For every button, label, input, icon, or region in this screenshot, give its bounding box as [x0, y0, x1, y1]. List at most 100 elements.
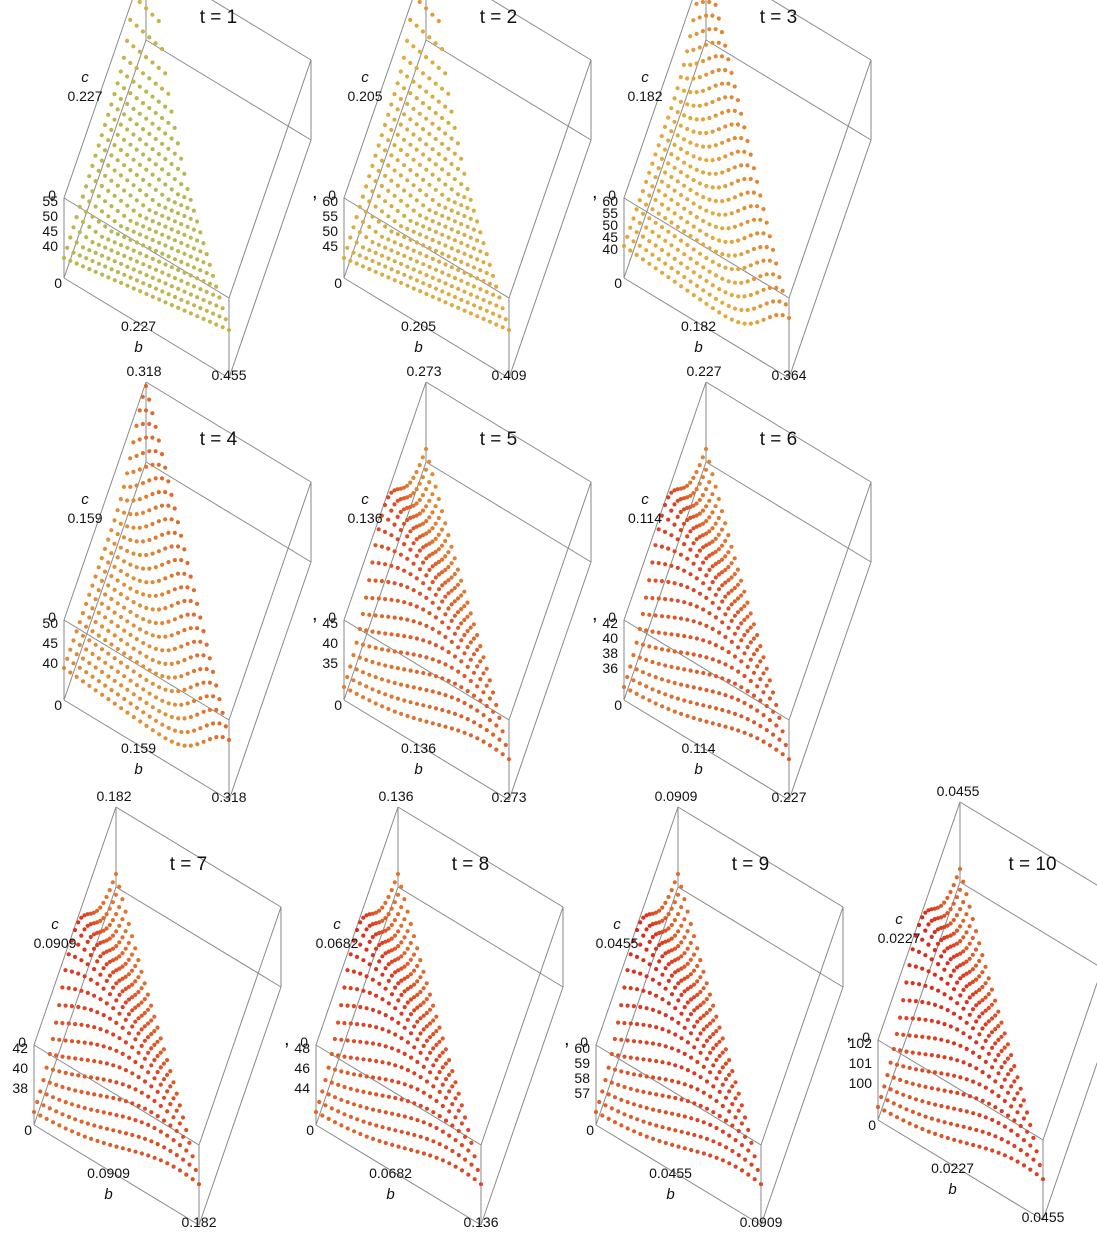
surface-point	[707, 515, 712, 520]
surface-point	[114, 968, 119, 973]
surface-point	[354, 640, 359, 645]
c-tick-mid: 0.136	[347, 510, 382, 526]
surface-point	[669, 922, 674, 928]
surface-point	[894, 1090, 900, 1095]
surface-point	[967, 969, 972, 974]
surface-point	[719, 81, 725, 86]
surface-point	[672, 615, 677, 620]
surface-point	[122, 213, 127, 218]
surface-point	[149, 1018, 154, 1023]
surface-point	[993, 1013, 998, 1018]
surface-point	[351, 653, 356, 658]
box-edge	[63, 0, 133, 199]
box-edge	[491, 0, 592, 61]
surface-point	[983, 1085, 988, 1090]
surface-point	[133, 1019, 138, 1024]
surface-point	[131, 183, 136, 188]
surface-point	[971, 1050, 976, 1055]
surface-point	[123, 1068, 128, 1073]
surface-point	[411, 968, 417, 973]
surface-point	[414, 66, 419, 71]
surface-point	[732, 711, 738, 717]
surface-point	[446, 606, 451, 611]
surface-point	[402, 964, 407, 969]
surface-point	[98, 1125, 103, 1130]
surface-point	[657, 1138, 662, 1144]
surface-point	[357, 204, 362, 209]
surface-point	[82, 1074, 87, 1079]
separator-comma: ,	[564, 1028, 570, 1050]
surface-point	[676, 1048, 681, 1053]
surface-point	[471, 227, 476, 232]
surface-point	[405, 617, 410, 622]
surface-point	[977, 1032, 982, 1037]
surface-point	[136, 1031, 141, 1036]
surface-point	[707, 144, 712, 149]
surface-point	[367, 1058, 372, 1063]
surface-point	[395, 270, 400, 275]
chart-title: t = 10	[1008, 854, 1056, 875]
surface-point	[370, 1041, 376, 1046]
surface-point	[153, 593, 158, 598]
surface-point	[967, 941, 972, 946]
z-tick: 55	[602, 205, 618, 221]
surface-point	[736, 669, 741, 674]
z-tick: 40	[602, 241, 618, 257]
surface-point	[106, 237, 111, 242]
surface-point	[437, 1089, 442, 1094]
surface-point	[405, 152, 410, 157]
surface-point	[628, 1021, 633, 1026]
surface-point	[697, 15, 702, 20]
surface-point	[977, 1054, 982, 1060]
surface-point	[653, 543, 658, 548]
surface-point	[967, 995, 972, 1000]
surface-point	[99, 253, 105, 258]
surface-point	[198, 249, 203, 254]
surface-point	[663, 216, 668, 221]
surface-point	[428, 1050, 433, 1055]
surface-point	[125, 548, 130, 554]
b-tick-zero: 0	[334, 275, 342, 291]
surface-point	[389, 178, 394, 183]
surface-point	[437, 259, 442, 264]
surface-point	[695, 1019, 700, 1024]
surface-point	[694, 701, 700, 706]
surface-point	[1040, 1177, 1046, 1182]
surface-point	[191, 208, 196, 213]
surface-point	[430, 256, 435, 261]
surface-point	[430, 94, 435, 99]
surface-point	[751, 246, 757, 252]
surface-point	[707, 115, 712, 121]
surface-point	[939, 1071, 944, 1076]
surface-point	[128, 632, 133, 638]
surface-point	[125, 74, 130, 79]
surface-point	[697, 103, 702, 108]
surface-point	[729, 726, 735, 731]
surface-point	[414, 636, 419, 641]
surface-point	[926, 969, 931, 974]
surface-point	[437, 278, 442, 283]
surface-point	[417, 497, 422, 503]
surface-point	[118, 122, 123, 127]
surface-point	[367, 612, 372, 617]
surface-point	[214, 284, 219, 289]
surface-point	[481, 279, 486, 284]
surface-point	[635, 1022, 640, 1027]
surface-point	[386, 949, 391, 954]
surface-point	[90, 189, 95, 194]
surface-point	[732, 681, 738, 686]
surface-point	[694, 90, 699, 95]
surface-point	[329, 1051, 334, 1057]
surface-point	[117, 992, 122, 998]
surface-point	[711, 1139, 716, 1144]
surface-point	[139, 1000, 144, 1005]
surface-point	[421, 607, 426, 612]
surface-point	[694, 238, 700, 243]
surface-point	[389, 563, 394, 568]
surface-point	[632, 1129, 637, 1134]
surface-point	[697, 75, 702, 80]
surface-point	[701, 1151, 707, 1156]
surface-point	[103, 173, 108, 178]
surface-point	[402, 667, 407, 672]
surface-point	[609, 1080, 614, 1085]
